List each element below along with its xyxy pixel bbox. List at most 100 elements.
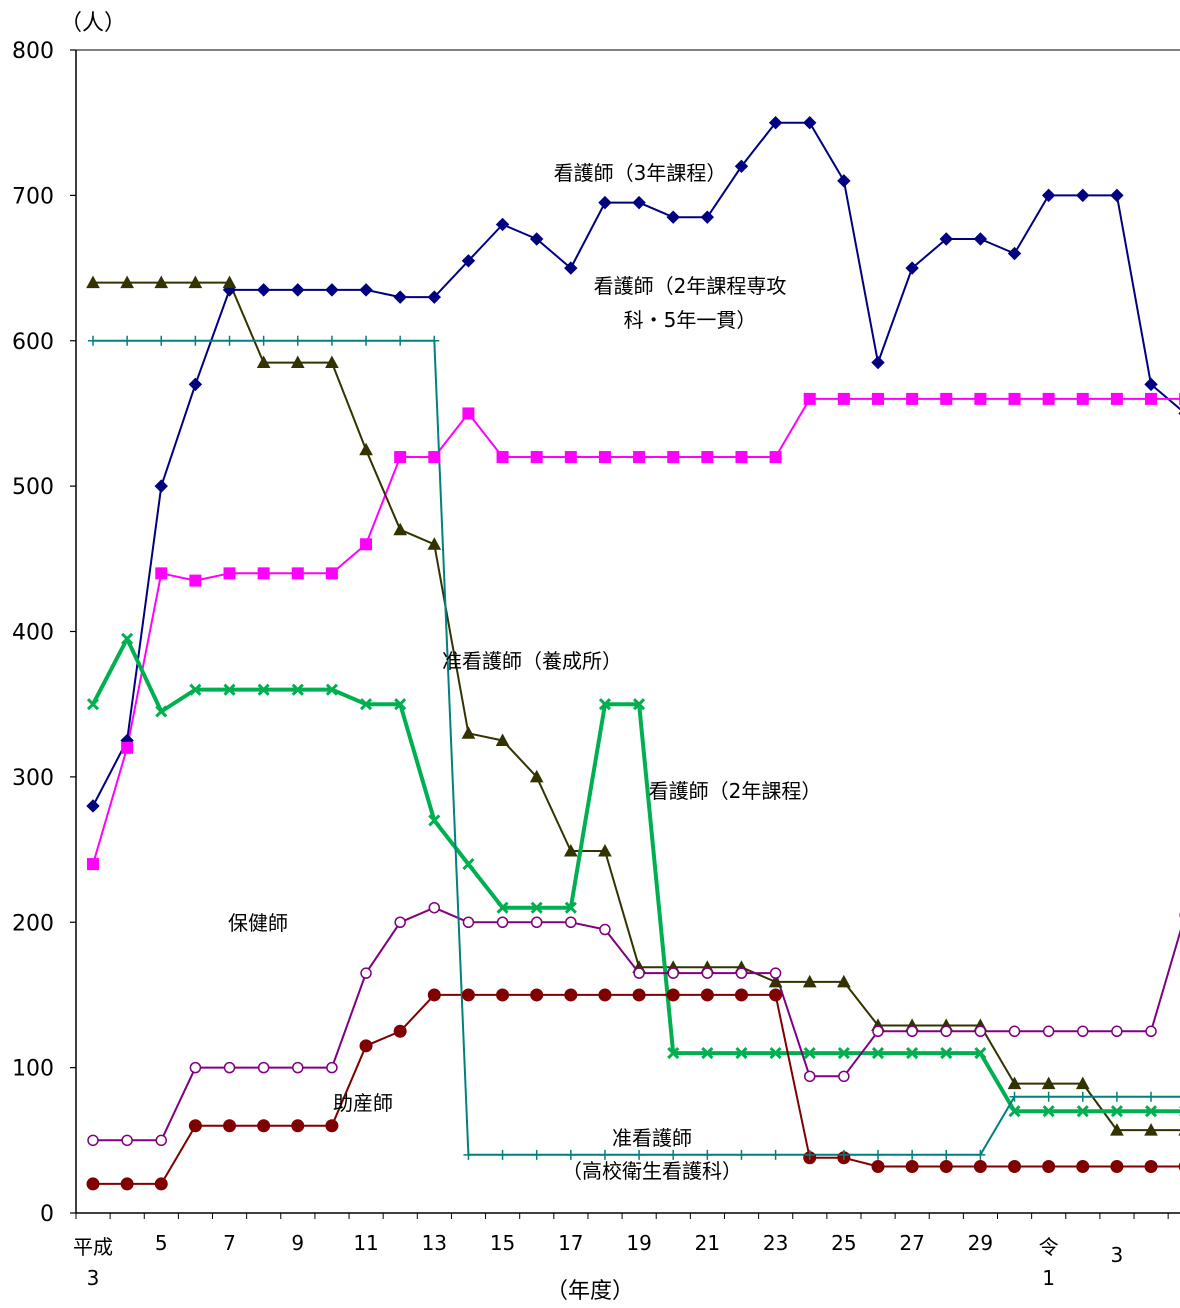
data-point-diamond — [666, 210, 680, 224]
series-label: 助産師 — [333, 1091, 393, 1115]
data-point-circle — [462, 916, 475, 928]
data-point-triangle — [427, 537, 442, 550]
x-tick-label: 13 — [422, 1231, 447, 1255]
data-point-tick — [1146, 1091, 1157, 1102]
data-point-square — [530, 451, 543, 464]
data-point-x — [428, 814, 441, 827]
data-point-tick — [190, 335, 201, 346]
data-point-diamond — [803, 115, 817, 130]
data-point-diamond — [598, 195, 612, 210]
data-point-x — [667, 1047, 680, 1060]
data-point-x — [189, 683, 202, 696]
data-point-square — [633, 451, 646, 464]
data-point-tick — [668, 1149, 679, 1160]
markers-group — [86, 115, 1180, 1191]
data-point-tick — [463, 1149, 474, 1160]
data-point-circle — [701, 967, 714, 979]
data-point-dot — [734, 988, 748, 1002]
x-tick-label: 17 — [558, 1231, 583, 1255]
data-point-tick — [1111, 1091, 1122, 1102]
data-point-tick — [838, 1149, 849, 1160]
data-point-dot — [530, 988, 544, 1002]
data-point-circle — [257, 1061, 270, 1074]
data-point-dot — [871, 1159, 885, 1173]
data-point-circle — [633, 967, 645, 979]
data-point-diamond — [393, 290, 407, 304]
data-point-x — [359, 698, 373, 711]
data-point-x — [735, 1047, 748, 1060]
x-tick-label: 15 — [490, 1231, 515, 1255]
x-tick-label: 11 — [353, 1231, 378, 1255]
data-point-dot — [939, 1159, 953, 1173]
data-point-tick — [1043, 1091, 1054, 1102]
data-point-square — [1076, 392, 1089, 405]
data-point-x — [974, 1047, 987, 1060]
data-point-dot — [1144, 1159, 1158, 1173]
data-point-diamond — [837, 174, 851, 188]
data-point-square — [462, 407, 475, 420]
data-point-circle — [223, 1061, 236, 1074]
x-tick-label: 21 — [695, 1231, 720, 1255]
data-point-triangle — [120, 275, 134, 289]
data-point-x — [257, 683, 270, 696]
data-point-circle — [735, 967, 748, 979]
data-point-square — [701, 451, 714, 464]
x-tick-label: 25 — [831, 1231, 856, 1255]
y-axis-unit: （人） — [60, 11, 126, 36]
data-point-triangle — [1144, 1123, 1158, 1136]
data-point-x — [940, 1047, 953, 1060]
data-point-tick — [1009, 1091, 1020, 1102]
series-label: （高校衛生看護科） — [562, 1159, 742, 1183]
data-point-diamond — [86, 799, 100, 813]
data-point-square — [598, 451, 611, 464]
series-line — [93, 906, 1180, 1142]
data-point-triangle — [768, 974, 783, 988]
data-point-diamond — [700, 210, 715, 224]
data-point-tick — [702, 1149, 713, 1160]
data-point-tick — [156, 335, 167, 346]
data-point-tick — [907, 1149, 918, 1160]
data-point-square — [394, 451, 407, 464]
x-tick-label: 令 — [1039, 1235, 1059, 1259]
data-point-square — [667, 451, 680, 464]
data-point-circle — [428, 901, 441, 914]
data-point-diamond — [564, 261, 578, 275]
data-point-square — [735, 451, 748, 464]
data-point-dot — [359, 1039, 373, 1053]
data-point-diamond — [905, 261, 919, 275]
data-point-triangle — [86, 275, 100, 289]
data-point-square — [1042, 392, 1055, 405]
data-point-circle — [803, 1070, 816, 1083]
data-point-diamond — [461, 254, 476, 268]
data-point-triangle — [325, 355, 339, 369]
series-label: 保健師 — [228, 911, 288, 935]
data-point-square — [155, 567, 168, 580]
data-point-x — [394, 698, 407, 711]
data-point-diamond — [154, 479, 168, 493]
data-point-tick — [1077, 1091, 1088, 1102]
data-point-dot — [564, 988, 578, 1002]
data-point-square — [87, 858, 99, 871]
data-point-diamond — [529, 232, 544, 246]
data-point-diamond — [256, 283, 271, 297]
data-point-dot — [905, 1159, 919, 1173]
data-point-triangle — [222, 275, 237, 289]
data-point-x — [1042, 1105, 1055, 1118]
data-point-circle — [155, 1134, 168, 1147]
data-point-triangle — [1075, 1076, 1090, 1090]
data-point-square — [1008, 392, 1021, 405]
data-point-square — [189, 574, 202, 587]
data-point-tick — [258, 335, 269, 346]
y-tick-label: 300 — [12, 766, 54, 791]
x-tick-label: 23 — [763, 1231, 788, 1255]
data-point-dot — [632, 988, 646, 1002]
series-line — [92, 397, 1180, 865]
data-point-tick — [531, 1149, 542, 1160]
data-point-triangle — [256, 355, 271, 369]
data-point-x — [291, 683, 304, 696]
data-point-circle — [940, 1025, 952, 1038]
data-point-dot — [325, 1119, 339, 1133]
data-point-circle — [838, 1070, 850, 1083]
